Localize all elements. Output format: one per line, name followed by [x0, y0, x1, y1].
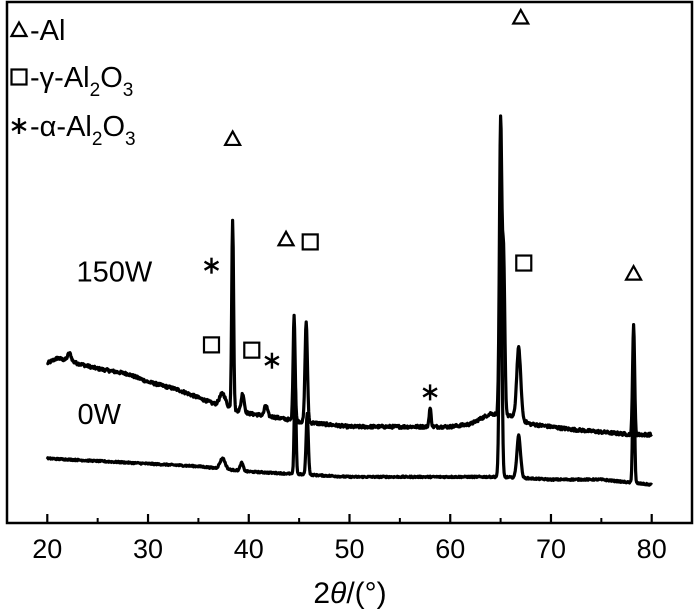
triangle-marker [511, 7, 531, 25]
x-tick-label: 40 [234, 534, 264, 564]
series-line-150w [45, 114, 653, 438]
square-marker [243, 341, 261, 359]
asterisk-marker [422, 384, 438, 401]
sample-labels: 150W 0W [77, 257, 153, 432]
triangle-marker [223, 129, 243, 147]
legend-item-square: -γ-Al2O3 [10, 62, 133, 101]
square-marker [202, 336, 221, 354]
legend-triangle-icon [9, 20, 29, 38]
asterisk-marker [264, 352, 280, 369]
legend-item-triangle: -Al [9, 15, 65, 47]
x-tick-label: 20 [32, 534, 62, 564]
x-tick-label: 60 [435, 534, 465, 564]
legend: -Al -γ-Al2O3 -α-Al2O3 [9, 15, 136, 150]
sample-label-150w: 150W [77, 257, 153, 289]
phase-markers [202, 7, 643, 401]
sample-label-0w: 0W [78, 399, 122, 431]
series-line-0w [45, 184, 654, 487]
legend-item-asterisk: -α-Al2O3 [11, 111, 136, 150]
triangle-marker [276, 229, 296, 247]
x-tick-label: 70 [536, 534, 566, 564]
legend-label: -γ-Al2O3 [30, 62, 133, 101]
asterisk-marker [203, 257, 220, 274]
legend-square-icon [10, 68, 28, 86]
legend-asterisk-icon [11, 118, 27, 134]
square-marker [515, 254, 533, 272]
triangle-marker [624, 263, 643, 281]
series-traces [45, 114, 654, 487]
x-axis: 20 30 40 50 60 70 80 [32, 514, 667, 564]
x-axis-title: 2θ/(°) [313, 577, 386, 610]
x-tick-label: 50 [334, 534, 364, 564]
x-tick-label: 80 [637, 534, 667, 564]
legend-label: -α-Al2O3 [30, 111, 136, 150]
square-marker [301, 233, 319, 251]
x-tick-label: 30 [133, 534, 163, 564]
legend-label: -Al [30, 15, 65, 47]
